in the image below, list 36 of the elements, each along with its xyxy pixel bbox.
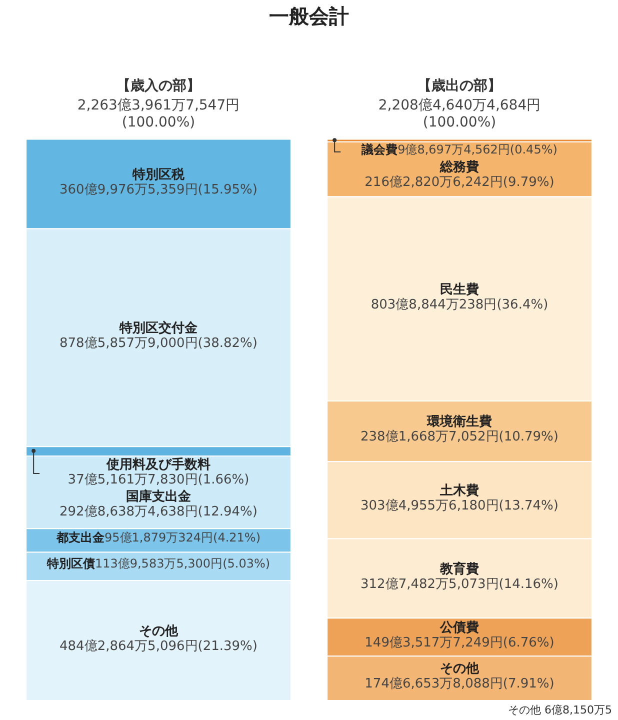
data-label: 95億1,879万324円(4.21%) xyxy=(104,530,261,545)
series-label: 使用料及び手数料 xyxy=(106,456,210,472)
x-tick-label: 【歳入の部】 xyxy=(116,77,200,94)
series-label: 都支出金 xyxy=(55,530,106,545)
total-label: 2,263億3,961万7,547円(100.00%) xyxy=(77,97,240,130)
data-label: 878億5,857万9,000円(38.82%) xyxy=(60,336,258,352)
series-label: 土木費 xyxy=(439,484,479,499)
data-label: 216億2,820万6,242円(9.79%) xyxy=(364,175,554,190)
data-label: 303億4,955万6,180円(13.74%) xyxy=(360,498,558,514)
series-label: その他 xyxy=(139,624,179,639)
series-label: 議会費 xyxy=(360,142,398,156)
data-label: 312億7,482万5,073円(14.16%) xyxy=(360,576,558,592)
series-label: 総務費 xyxy=(439,160,479,176)
data-label: 37億5,161万7,830円(1.66%) xyxy=(68,472,250,488)
data-label: 292億8,638万4,638円(12.94%) xyxy=(60,504,258,520)
data-label: 360億9,976万5,359円(15.95%) xyxy=(60,182,258,198)
data-label: 9億8,697万4,562円(0.45%) xyxy=(398,142,558,156)
series-label: 特別区債 xyxy=(46,556,95,570)
chart-title: 一般会計 xyxy=(269,4,349,28)
data-label: 484億2,864万5,096円(21.39%) xyxy=(60,638,258,654)
text: その他 6億8,150万5 xyxy=(508,703,612,716)
series-label: 教育費 xyxy=(439,560,479,577)
data-label: 803億8,844万238円(36.4%) xyxy=(370,297,548,312)
series-label: 公債費 xyxy=(439,620,479,636)
total-label: 2,208億4,640万4,684円(100.00%) xyxy=(378,97,541,130)
data-label: 113億9,583万5,300円(5.03%) xyxy=(94,556,270,570)
series-label: 環境衛生費 xyxy=(426,414,492,430)
data-label: 238億1,668万7,052円(10.79%) xyxy=(360,430,558,445)
x-tick-label: 【歳出の部】 xyxy=(418,77,502,94)
series-label: 特別区税 xyxy=(132,166,186,182)
series-label: 民生費 xyxy=(440,282,479,298)
series-label: 国庫支出金 xyxy=(126,488,192,504)
series-label: 特別区交付金 xyxy=(118,320,198,336)
data-label: 174億6,653万8,088円(7.91%) xyxy=(364,676,554,692)
series-label: その他 xyxy=(440,662,480,677)
data-label: 149億3,517万7,249円(6.76%) xyxy=(364,636,554,651)
